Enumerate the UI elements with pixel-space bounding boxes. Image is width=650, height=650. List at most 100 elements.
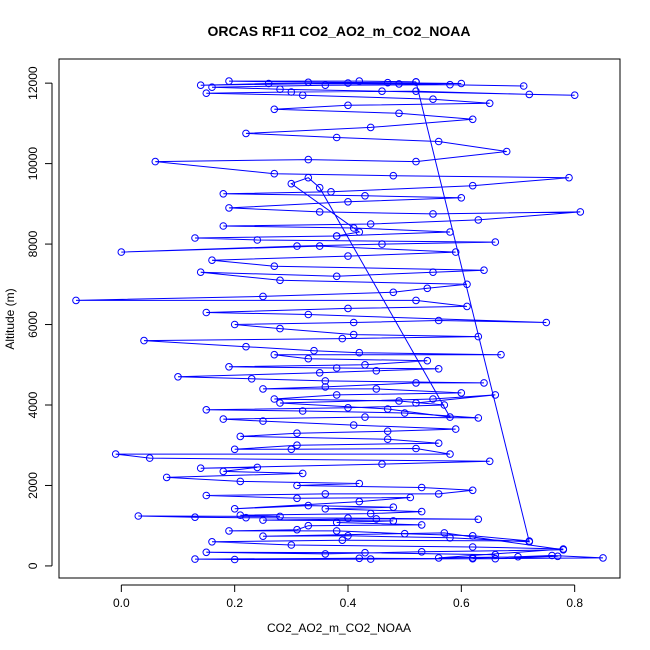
data-point: [372, 367, 381, 375]
data-point: [315, 208, 324, 216]
plot-frame: [58, 58, 621, 579]
data-point: [293, 494, 301, 503]
data-point: [451, 425, 460, 433]
data-point: [270, 105, 279, 114]
data-point: [293, 441, 301, 450]
data-point: [332, 232, 341, 240]
data-point: [219, 415, 228, 423]
data-point: [553, 552, 562, 561]
data-series-layer: [72, 77, 607, 564]
data-point: [349, 318, 358, 327]
data-point: [344, 79, 352, 87]
data-point: [474, 216, 483, 224]
data-point: [417, 521, 426, 529]
data-point: [287, 541, 296, 549]
data-point: [225, 77, 233, 85]
data-point: [304, 501, 313, 510]
data-point: [270, 395, 279, 403]
data-point: [474, 515, 483, 524]
data-point: [332, 133, 341, 142]
data-point: [332, 391, 341, 399]
data-point: [230, 555, 239, 564]
data-point: [225, 363, 233, 371]
data-point: [417, 507, 426, 516]
x-tick-label: 0.6: [453, 596, 470, 610]
data-point: [315, 369, 324, 377]
data-point: [140, 336, 148, 345]
data-point: [429, 95, 437, 103]
data-point: [525, 538, 534, 546]
y-tick-label: 6000: [26, 311, 40, 338]
data-point: [242, 129, 250, 138]
data-point: [491, 554, 500, 563]
data-point: [378, 240, 386, 248]
data-point: [423, 284, 432, 293]
data-point: [310, 346, 318, 355]
data-point: [491, 391, 500, 399]
data-point: [468, 543, 477, 551]
data-point: [429, 268, 437, 277]
data-point: [247, 375, 256, 383]
data-point: [406, 493, 415, 502]
chart-title: ORCAS RF11 CO2_AO2_m_CO2_NOAA: [208, 23, 471, 39]
data-point: [383, 427, 392, 436]
data-point: [344, 198, 352, 206]
data-point: [457, 389, 466, 397]
data-point: [480, 379, 488, 387]
data-point: [468, 181, 477, 190]
data-point: [355, 497, 364, 506]
data-point: [468, 554, 477, 563]
y-tick-label: 8000: [26, 230, 40, 257]
data-point: [287, 88, 296, 96]
data-point: [332, 272, 341, 281]
x-tick-label: 0.0: [113, 596, 130, 610]
data-point: [191, 555, 199, 563]
data-point: [338, 334, 347, 343]
data-point: [259, 385, 267, 393]
data-point: [485, 457, 494, 466]
y-tick-label: 12000: [26, 66, 40, 100]
data-point: [242, 342, 250, 351]
data-point: [434, 365, 443, 373]
data-point: [208, 256, 216, 265]
data-point: [344, 101, 352, 110]
y-tick-label: 10000: [26, 147, 40, 181]
data-point: [417, 548, 426, 556]
data-point: [332, 364, 341, 372]
y-tick-label: 4000: [26, 391, 40, 418]
series-line: [75, 80, 604, 561]
series-line: [279, 177, 496, 418]
data-point: [117, 248, 126, 256]
data-point: [191, 513, 199, 522]
data-point: [383, 435, 392, 444]
data-point: [400, 409, 409, 417]
data-point: [361, 192, 369, 200]
data-point: [468, 486, 477, 495]
data-point: [349, 421, 358, 429]
data-point: [236, 511, 245, 520]
data-point: [219, 467, 228, 476]
data-point: [412, 78, 420, 86]
data-point: [304, 173, 313, 182]
data-point: [208, 538, 216, 546]
data-point: [570, 91, 579, 99]
data-point: [344, 404, 352, 412]
data-point: [321, 377, 330, 385]
data-point: [429, 395, 437, 403]
data-point: [344, 532, 352, 540]
y-tick-label: 2000: [26, 472, 40, 499]
y-axis-label: Altitude (m): [3, 288, 17, 349]
data-point: [366, 555, 375, 563]
data-point: [525, 90, 534, 99]
data-point: [315, 183, 324, 192]
data-point: [389, 503, 398, 512]
data-point: [327, 188, 335, 196]
data-point: [395, 397, 403, 405]
data-point: [366, 220, 375, 228]
data-point: [366, 509, 375, 518]
data-point: [253, 463, 262, 472]
data-point: [225, 204, 233, 212]
data-point: [196, 464, 205, 473]
